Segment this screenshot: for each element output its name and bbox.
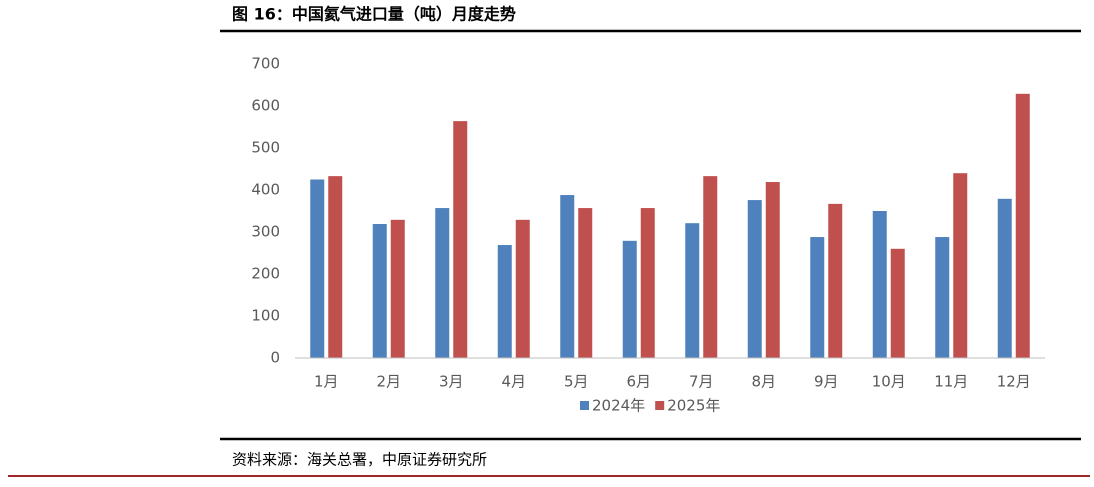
- x-tick-label: 3月: [439, 373, 464, 391]
- y-tick-label: 100: [251, 307, 280, 325]
- bar: [622, 240, 637, 358]
- bar: [953, 173, 968, 358]
- bar: [515, 219, 530, 358]
- bar: [372, 224, 387, 358]
- bar: [1015, 93, 1030, 358]
- x-tick-label: 12月: [997, 373, 1031, 391]
- legend-swatch: [655, 401, 665, 410]
- bar: [328, 176, 343, 358]
- x-tick-label: 5月: [564, 373, 589, 391]
- bar: [997, 198, 1012, 358]
- bar: [560, 195, 575, 358]
- y-tick-label: 500: [251, 139, 280, 157]
- bar: [685, 223, 700, 358]
- x-tick-label: 4月: [501, 373, 526, 391]
- bar: [703, 176, 718, 358]
- legend-swatch: [580, 401, 589, 410]
- chart-title: 图 16：中国氦气进口量（吨）月度走势: [232, 5, 516, 24]
- legend-label: 2024年: [592, 397, 645, 415]
- bar: [310, 179, 325, 358]
- bar: [578, 208, 593, 358]
- bar: [872, 211, 887, 358]
- x-tick-label: 11月: [934, 373, 968, 391]
- x-tick-label: 7月: [689, 373, 714, 391]
- y-tick-label: 700: [251, 55, 280, 73]
- bar: [390, 219, 405, 358]
- y-tick-label: 300: [251, 223, 280, 241]
- bar: [747, 200, 762, 358]
- x-tick-label: 9月: [814, 373, 839, 391]
- x-tick-label: 6月: [626, 373, 651, 391]
- y-tick-label: 600: [251, 97, 280, 115]
- bar: [640, 208, 655, 358]
- x-tick-label: 10月: [872, 373, 906, 391]
- bar: [453, 121, 468, 359]
- y-tick-label: 400: [251, 181, 280, 199]
- y-tick-label: 200: [251, 265, 280, 283]
- bar: [828, 203, 843, 358]
- x-tick-label: 2月: [376, 373, 401, 391]
- x-tick-label: 8月: [751, 373, 776, 391]
- bar: [765, 182, 780, 358]
- bar: [497, 245, 512, 358]
- source-note: 资料来源：海关总署，中原证券研究所: [232, 451, 487, 469]
- bar: [810, 237, 825, 358]
- y-tick-label: 0: [270, 349, 280, 367]
- bar: [890, 248, 905, 358]
- x-tick-label: 1月: [314, 373, 339, 391]
- bar: [935, 237, 950, 358]
- bar: [435, 208, 450, 358]
- legend-label: 2025年: [667, 397, 720, 415]
